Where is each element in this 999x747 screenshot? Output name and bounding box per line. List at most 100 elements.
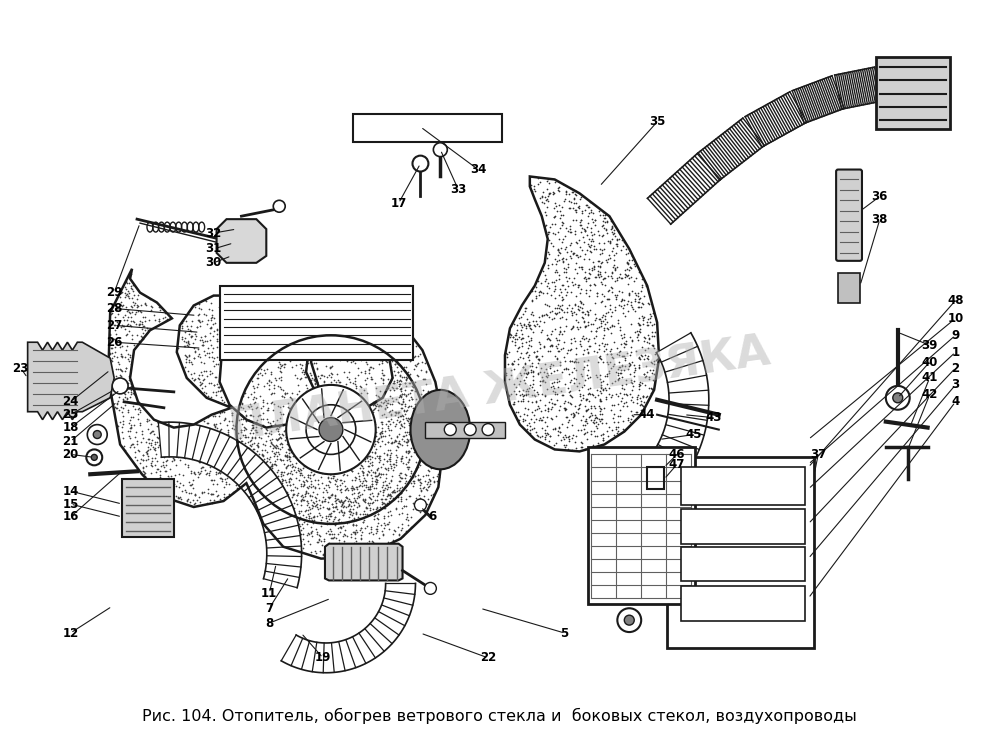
Point xyxy=(316,335,332,347)
Point xyxy=(389,440,405,452)
Point xyxy=(189,428,205,440)
Point xyxy=(233,444,249,456)
Point xyxy=(136,449,152,461)
Point xyxy=(416,412,432,424)
Point xyxy=(280,454,296,466)
Point xyxy=(517,305,533,317)
Point xyxy=(300,498,316,509)
Point xyxy=(300,518,316,530)
Point xyxy=(548,376,564,388)
Point xyxy=(508,345,524,357)
Point xyxy=(348,322,364,334)
Point xyxy=(148,448,164,460)
Point xyxy=(327,445,343,457)
Point xyxy=(344,437,360,449)
Circle shape xyxy=(286,385,376,474)
Point xyxy=(303,350,319,362)
Point xyxy=(403,467,419,479)
Point xyxy=(630,380,646,392)
Point xyxy=(620,360,636,372)
Point xyxy=(195,435,211,447)
Point xyxy=(552,283,568,295)
Point xyxy=(374,323,390,335)
Point xyxy=(624,380,640,392)
Point xyxy=(177,484,193,496)
Point xyxy=(250,411,266,423)
Ellipse shape xyxy=(411,390,471,469)
Point xyxy=(297,471,313,483)
Point xyxy=(114,406,130,418)
Point xyxy=(605,412,621,424)
Point xyxy=(247,396,263,408)
Point xyxy=(256,468,272,480)
Point xyxy=(364,487,380,499)
Point xyxy=(311,390,327,402)
Point xyxy=(560,382,576,394)
Point xyxy=(367,340,383,352)
Point xyxy=(597,208,613,220)
Point xyxy=(398,477,414,489)
Point xyxy=(379,490,395,502)
Point xyxy=(521,320,537,332)
Point xyxy=(377,314,393,326)
Point xyxy=(525,314,541,326)
Point xyxy=(261,499,277,511)
Point xyxy=(323,510,339,522)
Point xyxy=(223,299,239,311)
Point xyxy=(219,316,235,328)
Point xyxy=(523,179,539,191)
Point xyxy=(263,474,279,486)
Point xyxy=(282,539,298,551)
Point xyxy=(296,403,312,415)
Point xyxy=(392,378,408,390)
Point xyxy=(408,471,424,483)
Point xyxy=(516,389,532,401)
Point xyxy=(360,435,376,447)
Point xyxy=(317,397,333,409)
Point xyxy=(283,343,299,355)
Point xyxy=(293,362,309,374)
Point xyxy=(353,381,369,393)
Point xyxy=(584,213,600,225)
Point xyxy=(398,447,414,459)
Point xyxy=(392,435,408,447)
Point xyxy=(291,487,307,499)
Point xyxy=(272,406,288,418)
Point xyxy=(537,370,553,382)
Point xyxy=(554,389,570,401)
Point xyxy=(600,252,616,264)
Point xyxy=(535,341,551,353)
Point xyxy=(274,432,290,444)
Point xyxy=(381,397,397,409)
Point xyxy=(361,441,377,453)
Point xyxy=(322,420,338,432)
Point xyxy=(299,428,315,440)
Point xyxy=(225,300,241,311)
Point xyxy=(597,254,613,266)
Point xyxy=(312,533,328,545)
Point xyxy=(177,361,193,373)
Point xyxy=(295,423,311,435)
Point xyxy=(412,420,428,432)
Point xyxy=(104,352,120,364)
Point xyxy=(550,181,566,193)
Point xyxy=(361,491,377,503)
Point xyxy=(382,449,398,461)
Point xyxy=(558,286,574,298)
Point xyxy=(386,524,402,536)
Point xyxy=(309,536,325,548)
Point xyxy=(345,460,361,472)
Point xyxy=(129,396,145,408)
Point xyxy=(525,389,541,401)
Point xyxy=(512,311,528,323)
Point xyxy=(349,438,365,450)
Point xyxy=(637,332,653,344)
Point xyxy=(289,388,305,400)
Point xyxy=(224,407,240,419)
Point xyxy=(321,525,337,537)
Point xyxy=(406,436,422,448)
Point xyxy=(253,422,269,434)
Point xyxy=(430,419,446,431)
Point xyxy=(312,394,328,406)
Point xyxy=(357,506,373,518)
